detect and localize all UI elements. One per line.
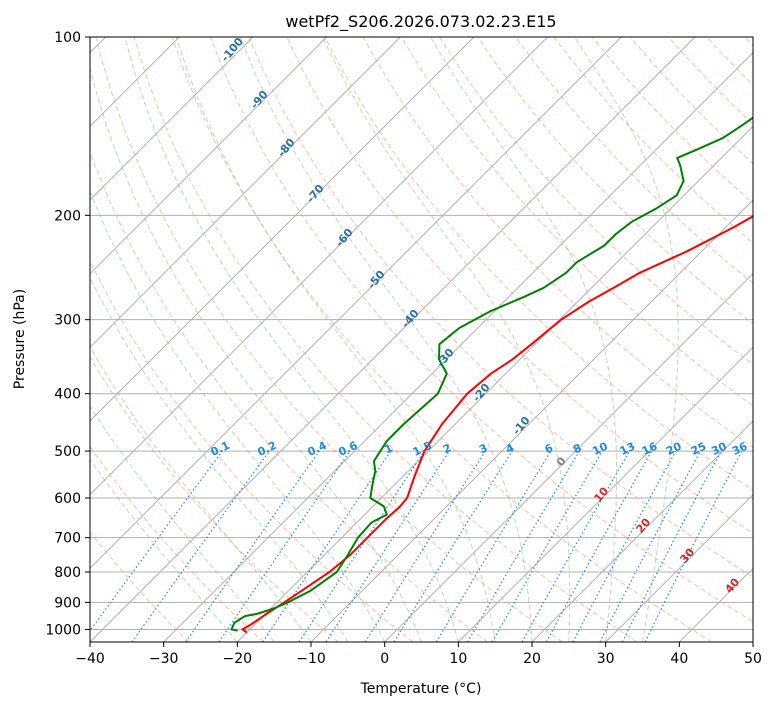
- isotherm-line: [90, 37, 549, 496]
- y-tick-label: 100: [54, 30, 81, 46]
- mixing-ratio-label: 36: [730, 440, 750, 458]
- y-tick-label: 1000: [45, 622, 81, 638]
- dry-adiabat-line: [90, 531, 190, 642]
- moist-adiabat-line: [175, 37, 496, 642]
- mixing-ratio-line: [298, 450, 425, 642]
- isotherm-line: [236, 125, 753, 642]
- isotherm-line: [605, 493, 753, 642]
- moist-adiabat-line: [90, 65, 422, 642]
- isotherm-line: [457, 346, 753, 642]
- y-tick-label: 200: [54, 208, 81, 224]
- dry-adiabat-line: [515, 37, 753, 284]
- dry-adiabat-line: [95, 37, 563, 642]
- isotherm-line: [384, 272, 753, 642]
- isotherm-line: [531, 420, 753, 642]
- moist-adiabat-line: [90, 405, 275, 642]
- isotherm-line: [90, 37, 254, 201]
- moist-adiabat-line: [574, 37, 679, 642]
- mixing-ratio-line: [262, 450, 392, 642]
- isotherm-line: [90, 37, 401, 349]
- dry-adiabat-line: [400, 37, 753, 407]
- mixing-ratio-line: [131, 450, 270, 642]
- y-tick-label: 300: [54, 313, 81, 329]
- isotherm-line: [90, 37, 328, 275]
- y-tick-label: 700: [54, 531, 81, 547]
- x-tick-label: −20: [223, 651, 253, 667]
- dry-adiabat-line: [90, 259, 414, 642]
- x-tick-label: −40: [75, 651, 105, 667]
- moist-adiabat-line: [90, 189, 386, 642]
- moist-adiabat-line: [90, 458, 238, 642]
- moist-adiabat-line: [239, 37, 533, 642]
- mixing-ratio-line: [545, 450, 653, 642]
- mixing-ratio-line: [218, 450, 351, 642]
- mixing-ratio-label: 13: [618, 440, 637, 458]
- series-layer: [230, 116, 753, 634]
- dry-adiabat-line: [324, 37, 753, 491]
- isotherm-line: [90, 37, 475, 422]
- x-tick-label: −30: [149, 651, 179, 667]
- dry-adiabat-line: [248, 37, 753, 578]
- moist-adiabat-line: [90, 345, 312, 642]
- moist-adiabat-line: [322, 37, 571, 642]
- y-tick-label: 400: [54, 387, 81, 403]
- chart-title: wetPf2_S206.2026.073.02.23.E15: [285, 12, 556, 32]
- isotherm-line: [163, 51, 753, 642]
- mixing-ratio-line: [325, 450, 450, 642]
- dry-adiabat-line: [90, 356, 339, 642]
- mixing-ratio-line: [521, 450, 631, 642]
- x-tick-label: 20: [523, 651, 541, 667]
- dewpoint-profile-line: [230, 116, 753, 632]
- x-axis-title: Temperature (°C): [360, 681, 482, 697]
- x-tick-label: 40: [670, 651, 688, 667]
- x-tick-label: 30: [597, 651, 615, 667]
- plot-frame: [89, 36, 754, 643]
- mixing-ratio-line: [644, 450, 743, 642]
- mixing-ratio-label: 30: [709, 440, 729, 458]
- mixing-ratio-line: [185, 450, 320, 642]
- grid-layer: [90, 37, 753, 642]
- y-tick-label: 500: [54, 444, 81, 460]
- moist-adiabat-line: [430, 37, 617, 642]
- axis-layer: −40 −30 −20 −10 0 10 20 30 40 50 100 200 300 400 500 60…: [45, 30, 762, 667]
- mixing-ratio-line: [393, 450, 513, 642]
- mixing-ratio-label: 16: [640, 440, 660, 458]
- mixing-ratio-label: 20: [664, 440, 684, 458]
- temperature-profile-line: [241, 215, 753, 634]
- y-axis-title: Pressure (hPa): [12, 289, 28, 389]
- mixing-ratio-label: 10: [590, 440, 610, 458]
- x-tick-label: −10: [296, 651, 326, 667]
- moist-adiabat-line: [90, 276, 349, 642]
- mixing-ratio-label: 25: [689, 440, 708, 458]
- x-tick-label: 50: [744, 651, 762, 667]
- dry-adiabat-line: [133, 37, 638, 642]
- y-tick-label: 600: [54, 491, 81, 507]
- mixing-ratio-line: [90, 450, 223, 632]
- x-tick-label: 0: [380, 651, 389, 667]
- mixing-ratio-line: [572, 450, 677, 642]
- y-tick-label: 900: [54, 595, 81, 611]
- dry-adiabat-line: [90, 445, 264, 642]
- dry-adiabat-line: [90, 150, 488, 642]
- dry-adiabat-line: [438, 37, 753, 366]
- dry-adiabat-line: [171, 37, 712, 642]
- moist-adiabat-line: [124, 37, 459, 642]
- isotherm-line: [90, 37, 622, 570]
- dry-adiabat-line: [210, 37, 753, 623]
- x-tick-label: 10: [449, 651, 467, 667]
- y-tick-label: 800: [54, 565, 81, 581]
